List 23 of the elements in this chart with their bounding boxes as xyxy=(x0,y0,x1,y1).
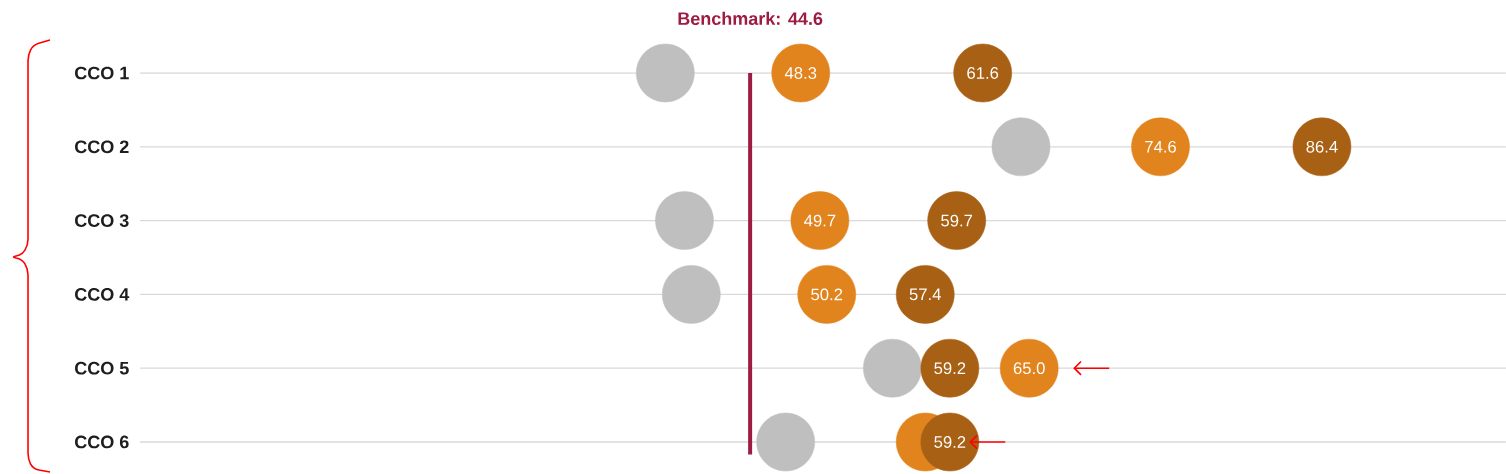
data-label: 49.7 xyxy=(804,214,836,227)
ref-line-label: Benchmark: 44.6 xyxy=(678,11,823,25)
y-tick-label: CCO 4 xyxy=(75,288,130,301)
y-tick-label: CCO 3 xyxy=(75,214,129,227)
y-tick-label: CCO 6 xyxy=(75,435,129,449)
point xyxy=(662,265,721,324)
data-label: 57.4 xyxy=(909,288,941,301)
point xyxy=(636,43,695,103)
data-label: 59.7 xyxy=(941,214,973,227)
y-tick-label: CCO 5 xyxy=(75,361,129,375)
data-label: 59.2 xyxy=(934,362,966,375)
data-label: 61.6 xyxy=(967,67,999,79)
data-label: 59.2 xyxy=(934,436,966,448)
data-label: 48.3 xyxy=(784,67,817,79)
data-label: 86.4 xyxy=(1306,140,1338,153)
point xyxy=(655,191,714,250)
data-label: 50.2 xyxy=(811,288,843,301)
y-tick-label: CCO 2 xyxy=(75,140,129,154)
data-label: 65.0 xyxy=(1013,362,1045,375)
point xyxy=(991,117,1051,177)
data-label: 74.6 xyxy=(1145,140,1176,153)
point xyxy=(863,338,922,398)
y-tick-label: CCO 1 xyxy=(75,66,129,80)
